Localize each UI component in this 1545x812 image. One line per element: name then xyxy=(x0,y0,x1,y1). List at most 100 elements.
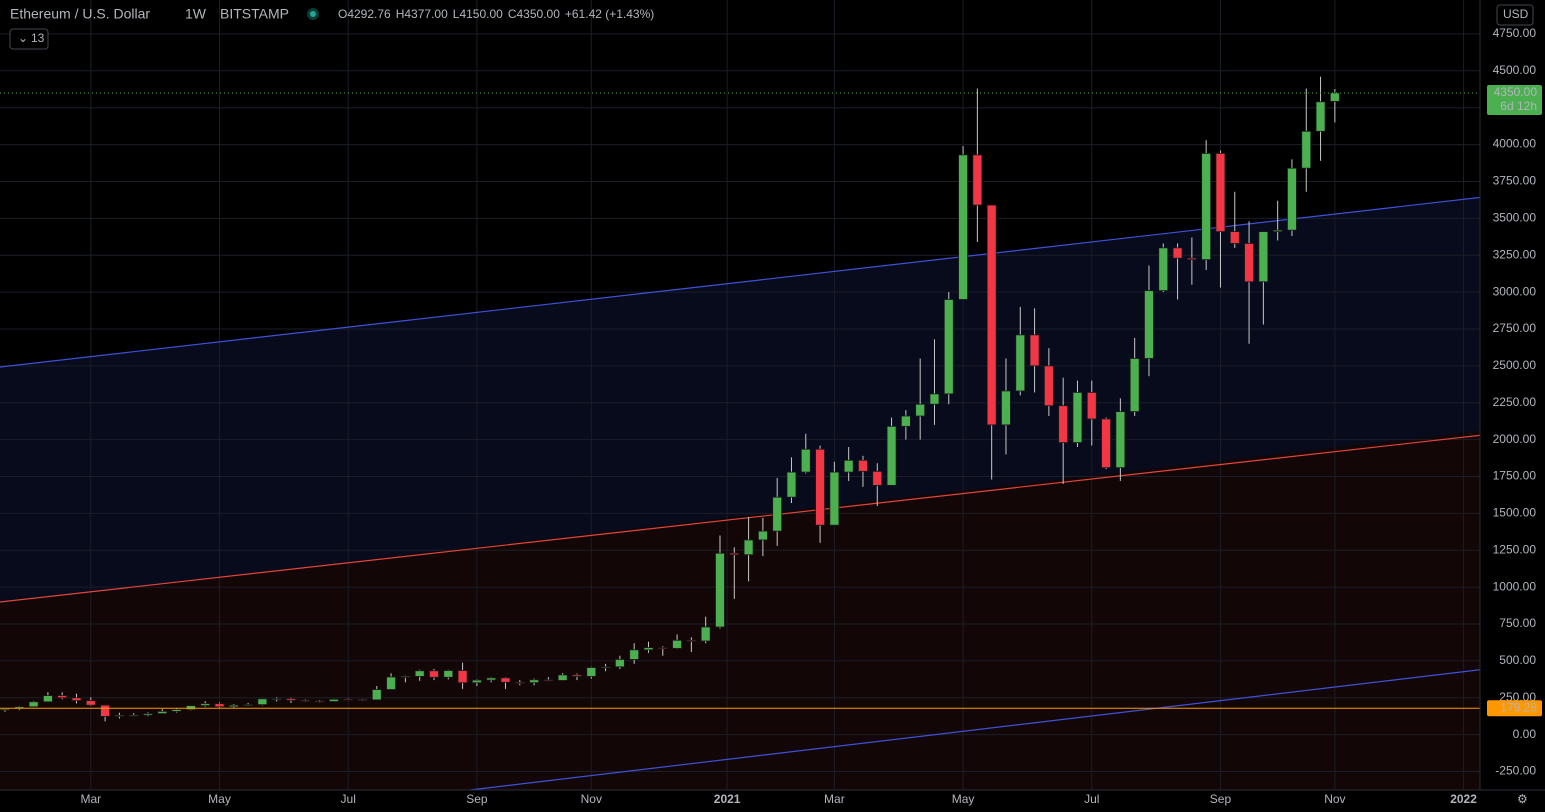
y-tick-label: 1250.00 xyxy=(1493,542,1537,556)
y-tick-label: 2500.00 xyxy=(1493,358,1537,372)
candle-body xyxy=(872,470,883,486)
candle-body xyxy=(1058,405,1069,443)
candle-body xyxy=(858,459,868,472)
x-tick-label: Jul xyxy=(1084,792,1099,806)
x-tick-label: 2022 xyxy=(1450,792,1477,806)
candle-body xyxy=(1229,231,1240,244)
candle-body xyxy=(1301,130,1312,169)
currency-button[interactable] xyxy=(1496,4,1534,26)
candle-body xyxy=(772,496,783,532)
candle-body xyxy=(486,677,497,681)
y-tick-label: 0.00 xyxy=(1513,727,1537,741)
candle-body xyxy=(543,679,554,682)
candle-body xyxy=(900,415,911,427)
candle-body xyxy=(586,667,597,677)
candle-body xyxy=(929,393,940,405)
candle-body xyxy=(414,670,425,677)
candle-body xyxy=(143,713,153,716)
candle-body xyxy=(1272,229,1283,233)
candle-body xyxy=(71,697,82,701)
candle-body xyxy=(1001,390,1011,426)
lower-zone xyxy=(0,431,1480,790)
candle-body xyxy=(800,448,811,473)
candle-body xyxy=(243,704,253,706)
candle-body xyxy=(757,530,768,541)
chevron: ⌄ xyxy=(18,31,28,45)
y-tick-label: 500.00 xyxy=(1499,653,1536,667)
candle-body xyxy=(1144,290,1154,359)
candle-body xyxy=(257,698,268,705)
indicator-toggle[interactable] xyxy=(9,28,49,50)
candle-body xyxy=(328,698,339,702)
candle-body xyxy=(886,425,897,486)
candle-body xyxy=(114,714,125,717)
last-price-tag xyxy=(1487,84,1542,115)
x-tick-label: May xyxy=(952,792,975,806)
y-tick-label: -250.00 xyxy=(1495,764,1536,778)
candle-body xyxy=(958,154,968,300)
symbol: Ethereum / U.S. Dollar xyxy=(10,6,150,22)
x-tick-label: Nov xyxy=(581,792,602,806)
candle-body xyxy=(572,674,582,677)
x-tick-label: May xyxy=(208,792,231,806)
candle-body xyxy=(557,674,568,681)
candle-body xyxy=(729,552,740,556)
candle-body xyxy=(1244,243,1254,283)
candle-body xyxy=(400,676,411,678)
candle-body xyxy=(1186,257,1197,261)
y-tick-label: 1750.00 xyxy=(1493,469,1537,483)
candle-body xyxy=(829,471,840,526)
candle-body xyxy=(28,701,39,708)
candle-body xyxy=(1086,392,1097,420)
candle-body xyxy=(672,639,682,649)
status-dot xyxy=(310,11,316,17)
candle-body xyxy=(300,699,311,702)
candle-body xyxy=(529,679,539,684)
candle-body xyxy=(471,679,482,684)
candle-body xyxy=(1115,411,1126,469)
candle-body xyxy=(1201,153,1212,261)
candle-body xyxy=(100,704,111,717)
candle-body xyxy=(0,708,10,711)
candle-body xyxy=(357,699,368,701)
ohlc-value: O4292.76 xyxy=(338,7,391,21)
candle-body xyxy=(972,154,983,206)
y-tick-label: 3250.00 xyxy=(1493,247,1537,261)
ohlc-value: C4350.00 xyxy=(508,7,560,21)
candle-body xyxy=(1215,153,1226,233)
y-tick-label: 3000.00 xyxy=(1493,284,1537,298)
candle-body xyxy=(1315,101,1326,132)
candle-body xyxy=(228,704,239,708)
price-line-tag xyxy=(1487,700,1542,717)
candle-body xyxy=(1029,334,1040,367)
candle-body xyxy=(657,647,668,650)
ohlc-value: H4377.00 xyxy=(396,7,448,21)
y-tick-label: 3750.00 xyxy=(1493,174,1537,188)
candle-body xyxy=(271,698,282,701)
candle-body xyxy=(457,670,468,684)
candle-body xyxy=(1287,167,1297,231)
exchange: BITSTAMP xyxy=(220,6,289,22)
channel-zone xyxy=(0,197,1480,602)
candle-body xyxy=(514,681,525,684)
candle-body xyxy=(1172,247,1183,259)
y-tick-label: 750.00 xyxy=(1499,616,1536,630)
x-tick-label: 2021 xyxy=(714,792,741,806)
settings-icon[interactable]: ⚙ xyxy=(1517,792,1528,806)
candle-body xyxy=(171,709,182,712)
price-line-label: 179.28 xyxy=(1500,700,1537,714)
y-tick-label: 1500.00 xyxy=(1493,506,1537,520)
candle-body xyxy=(629,649,640,660)
candle-body xyxy=(715,552,725,628)
candle-body xyxy=(286,698,296,701)
candle-body xyxy=(700,626,711,642)
candle-body xyxy=(943,299,954,395)
y-tick-label: 1000.00 xyxy=(1493,579,1537,593)
candle-body xyxy=(214,703,225,708)
candle-body xyxy=(643,647,654,651)
candle-body xyxy=(1129,358,1140,412)
y-tick-label: 4500.00 xyxy=(1493,63,1537,77)
candle-body xyxy=(743,539,754,556)
candle-body xyxy=(686,639,697,642)
